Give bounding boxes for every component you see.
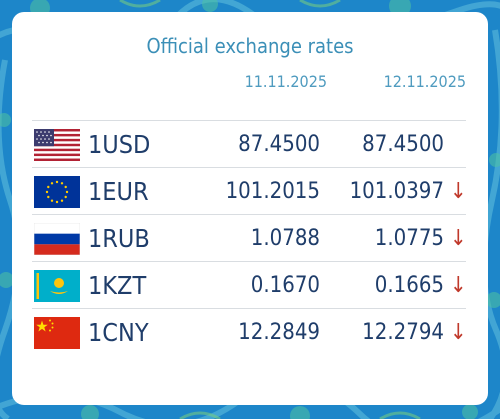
rate-date-1: 1.0788 bbox=[250, 226, 320, 251]
rate-row-rub: 1RUB 1.0788 1.0775 ↓ bbox=[32, 214, 467, 261]
currency-code: 1CNY bbox=[88, 318, 149, 347]
rate-row-kzt: 1KZT 0.1670 0.1665 ↓ bbox=[32, 261, 467, 308]
rate-date-2: 101.0397 bbox=[349, 179, 444, 204]
rate-row-usd: 1USD 87.4500 87.4500 bbox=[32, 120, 466, 167]
rate-date-2: 12.2794 bbox=[362, 320, 444, 345]
currency-code: 1USD bbox=[88, 130, 151, 159]
rate-date-1: 101.2015 bbox=[225, 179, 320, 204]
card-title: Official exchange rates bbox=[146, 34, 354, 58]
usa-flag-icon bbox=[34, 129, 80, 161]
date-column-2: 12.11.2025 bbox=[383, 72, 466, 91]
russia-flag-icon bbox=[34, 223, 80, 255]
date-column-1: 11.11.2025 bbox=[244, 72, 327, 91]
rate-date-2: 0.1665 bbox=[374, 273, 444, 298]
down-arrow-icon: ↓ bbox=[450, 226, 467, 251]
down-arrow-icon: ↓ bbox=[450, 179, 467, 204]
rates-table: 1USD 87.4500 87.4500 1EUR 101.2015 bbox=[32, 120, 467, 355]
exchange-rates-card: Official exchange rates 11.11.2025 12.11… bbox=[12, 12, 488, 405]
rate-date-1: 0.1670 bbox=[250, 273, 320, 298]
rate-date-2: 1.0775 bbox=[374, 226, 444, 251]
currency-code: 1RUB bbox=[88, 224, 150, 253]
down-arrow-icon: ↓ bbox=[450, 320, 467, 345]
currency-code: 1EUR bbox=[88, 177, 149, 206]
down-arrow-icon: ↓ bbox=[450, 273, 467, 298]
kazakhstan-flag-icon bbox=[34, 270, 80, 302]
china-flag-icon bbox=[34, 317, 80, 349]
eu-flag-icon bbox=[34, 176, 80, 208]
rate-date-1: 12.2849 bbox=[238, 320, 320, 345]
rate-row-cny: 1CNY 12.2849 12.2794 ↓ bbox=[32, 308, 467, 355]
rate-date-1: 87.4500 bbox=[238, 132, 320, 157]
currency-code: 1KZT bbox=[88, 271, 147, 300]
rate-row-eur: 1EUR 101.2015 101.0397 ↓ bbox=[32, 167, 467, 214]
rate-date-2: 87.4500 bbox=[362, 132, 444, 157]
